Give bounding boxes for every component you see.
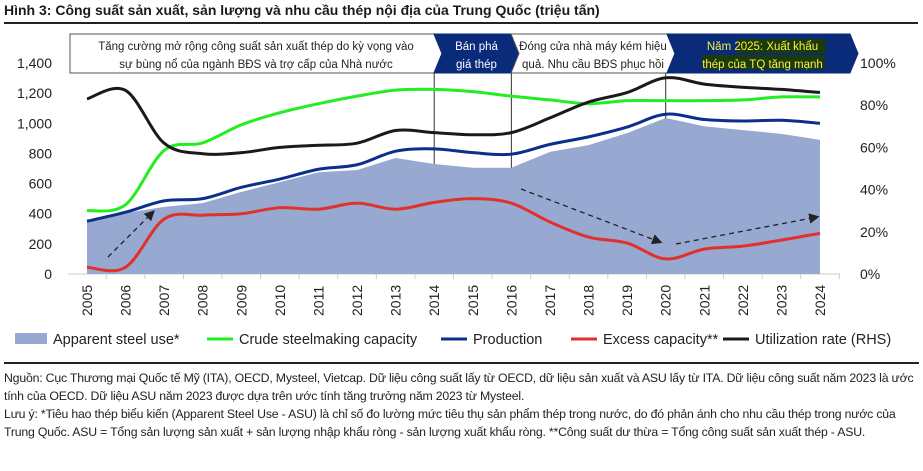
y-tick-label: 0: [44, 266, 52, 282]
y2-tick-label: 60%: [860, 139, 888, 155]
trend-arrow: [107, 210, 155, 258]
production-line: [86, 112, 821, 223]
annotation-text: quả. Nhu cầu BĐS phục hồi: [522, 59, 664, 71]
trend-arrow: [675, 213, 820, 245]
excess-capacity-line: [86, 197, 821, 273]
y-tick-label: 1,400: [17, 55, 52, 71]
x-tick-label: 2007: [156, 285, 172, 316]
highlight: [737, 39, 826, 53]
x-tick-label: 2022: [735, 285, 751, 316]
x-tick-label: 2009: [233, 285, 249, 316]
x-tick-label: 2005: [79, 285, 95, 316]
legend-label: Crude steelmaking capacity: [239, 332, 418, 348]
legend-label: Utilization rate (RHS): [755, 332, 891, 348]
x-tick-label: 2010: [272, 285, 288, 316]
annotation-text: sự bùng nổ của ngành BĐS và trợ cấp của …: [119, 59, 393, 71]
x-tick-label: 2024: [812, 285, 828, 316]
annotation-text: Tăng cường mở rộng công suất sản xuất th…: [98, 41, 414, 53]
title-divider: [4, 22, 918, 24]
highlight: [702, 55, 825, 69]
x-tick-label: 2014: [426, 285, 442, 316]
y-tick-label: 1,200: [17, 85, 52, 101]
x-tick-label: 2021: [696, 285, 712, 316]
x-tick-label: 2017: [542, 285, 558, 316]
x-tick-label: 2018: [581, 285, 597, 316]
x-tick-label: 2011: [310, 286, 326, 316]
x-tick-label: 2013: [388, 285, 404, 316]
x-tick-label: 2019: [619, 285, 635, 316]
annotation-text: Đóng cửa nhà máy kém hiệu: [519, 41, 667, 53]
x-tick-label: 2006: [118, 285, 134, 316]
footnote: Lưu ý: *Tiêu hao thép biểu kiến (Apparen…: [4, 407, 896, 439]
x-tick-label: 2016: [503, 285, 519, 316]
y2-tick-label: 20%: [860, 224, 888, 240]
y2-tick-label: 80%: [860, 97, 888, 113]
apparent-steel-use-area: [87, 118, 820, 274]
annotation-text: Bán phá: [455, 41, 498, 53]
y-tick-label: 800: [29, 145, 53, 161]
annotation-text: giá thép: [456, 59, 497, 71]
notes: Nguồn: Cục Thương mại Quốc tế Mỹ (ITA), …: [4, 362, 919, 441]
legend-label: Excess capacity**: [603, 332, 719, 348]
x-tick-label: 2015: [465, 285, 481, 316]
y2-tick-label: 100%: [860, 55, 896, 71]
y-tick-label: 400: [29, 206, 53, 222]
utilization-rate-rhs-line: [86, 76, 821, 156]
x-tick-label: 2023: [773, 285, 789, 316]
x-tick-label: 2008: [195, 285, 211, 316]
trend-arrow: [520, 188, 663, 245]
legend-label: Apparent steel use*: [53, 332, 180, 348]
y2-tick-label: 40%: [860, 182, 888, 198]
crude-steelmaking-capacity-line: [86, 87, 821, 213]
annotation-text: Năm 2025: Xuất khẩu: [707, 41, 818, 53]
legend-label: Production: [473, 332, 542, 348]
x-tick-label: 2020: [658, 285, 674, 316]
y2-tick-label: 0%: [860, 266, 880, 282]
legend-swatch: [15, 333, 47, 344]
y-tick-label: 1,000: [17, 115, 52, 131]
y-tick-label: 600: [29, 176, 53, 192]
annotation-text: thép của TQ tăng mạnh: [702, 59, 823, 71]
source-note: Nguồn: Cục Thương mại Quốc tế Mỹ (ITA), …: [4, 371, 914, 403]
y-tick-label: 200: [29, 236, 53, 252]
chart-title: Hình 3: Công suất sản xuất, sản lượng và…: [4, 2, 600, 18]
chart: Tăng cường mở rộng công suất sản xuất th…: [15, 33, 896, 348]
x-tick-label: 2012: [349, 285, 365, 316]
